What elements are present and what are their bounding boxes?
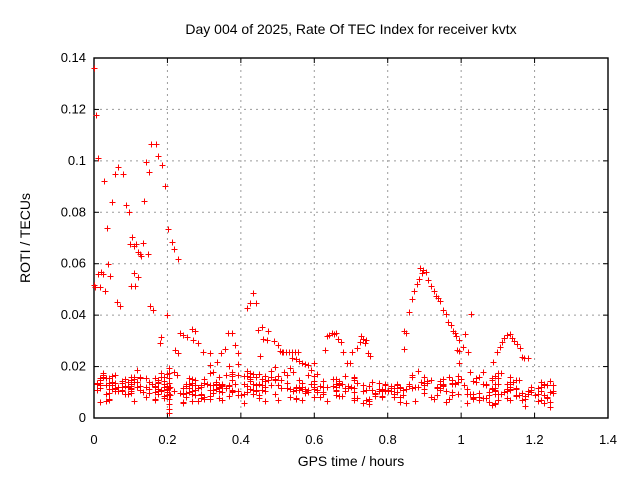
x-tick-label: 0.8	[379, 432, 397, 447]
scatter-points	[91, 65, 557, 417]
x-tick-label: 1.4	[599, 432, 617, 447]
x-tick-label: 0.6	[305, 432, 323, 447]
chart-title: Day 004 of 2025, Rate Of TEC Index for r…	[185, 21, 516, 37]
y-tick-label: 0.12	[61, 101, 86, 116]
y-axis-label: ROTI / TECUs	[17, 193, 33, 283]
y-tick-label: 0.06	[61, 256, 86, 271]
plot-border	[93, 57, 609, 419]
x-tick-label: 0	[90, 432, 97, 447]
x-tick-label: 1	[458, 432, 465, 447]
plus-markers	[91, 65, 557, 417]
y-tick-label: 0.08	[61, 204, 86, 219]
y-tick-label: 0.04	[61, 307, 86, 322]
axes-and-ticks: 0 0.2 0.4 0.6 0.8 1 1.2 1.4 0 0.02 0.04 0.06 0.08 0.1…	[61, 50, 617, 447]
x-tick-label: 0.4	[232, 432, 250, 447]
x-tick-label: 1.2	[526, 432, 544, 447]
y-tick-label: 0.02	[61, 359, 86, 374]
x-tick-label: 0.2	[158, 432, 176, 447]
y-tick-label: 0.14	[61, 50, 86, 65]
y-tick-label: 0	[79, 410, 86, 425]
grid-lines	[94, 58, 608, 418]
y-tick-label: 0.1	[68, 153, 86, 168]
x-axis-label: GPS time / hours	[298, 453, 405, 469]
